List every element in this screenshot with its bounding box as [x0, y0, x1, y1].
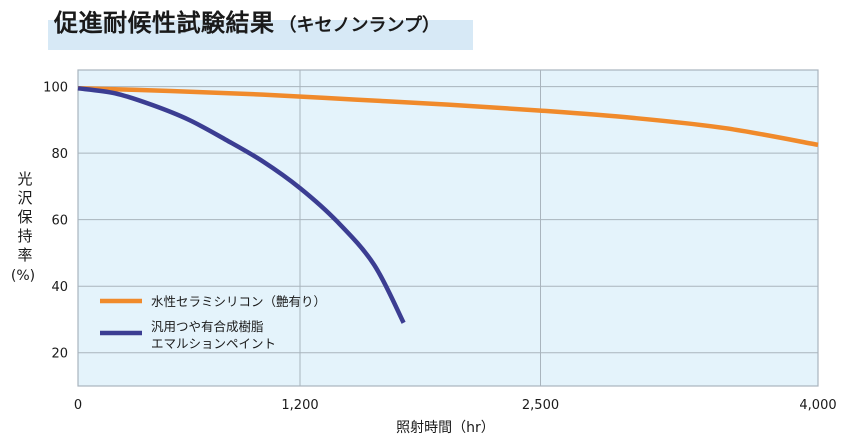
series-line-2	[77, 86, 406, 324]
y-axis-label-char: 保	[17, 208, 33, 226]
y-axis-label-char: 光	[17, 170, 33, 188]
x-tick-label: 4,000	[799, 398, 836, 413]
tick-labels: 20 40 60 80 100 0 1,200 2,500 4,000	[43, 81, 836, 413]
series-line-1	[77, 86, 819, 148]
legend-label-series-1: 水性セラミシリコン（艶有り）	[151, 294, 326, 309]
title-band	[48, 20, 473, 50]
x-axis-label: 照射時間（hr）	[396, 420, 495, 436]
x-tick-label: 2,500	[522, 398, 559, 413]
series-layer	[77, 86, 819, 324]
x-tick-label: 0	[74, 398, 82, 413]
page-title: 促進耐候性試験結果 （キセノンランプ）	[54, 3, 440, 38]
y-axis-unit: (%)	[10, 268, 36, 284]
title-main: 促進耐候性試験結果	[54, 9, 275, 37]
y-tick-label: 80	[51, 147, 68, 162]
y-axis-label-char: 持	[17, 227, 33, 245]
y-tick-label: 60	[51, 214, 68, 229]
legend: 水性セラミシリコン（艶有り） 汎用つや有合成樹脂 エマルションペイント	[100, 294, 326, 351]
legend-label-series-2-line-2: エマルションペイント	[151, 336, 276, 351]
y-axis-label-char: 率	[17, 246, 33, 264]
title-sub: （キセノンランプ）	[278, 15, 440, 36]
y-axis-label: 光 沢 保 持 率 (%)	[11, 170, 38, 286]
plot-border	[77, 69, 819, 387]
legend-label-series-2-line-1: 汎用つや有合成樹脂	[151, 319, 264, 334]
grid-lines	[78, 70, 818, 386]
x-tick-label: 1,200	[281, 398, 318, 413]
y-tick-label: 40	[51, 280, 68, 295]
y-tick-label: 100	[43, 81, 68, 96]
y-axis-label-char: 沢	[17, 189, 33, 207]
y-tick-label: 20	[51, 347, 68, 362]
